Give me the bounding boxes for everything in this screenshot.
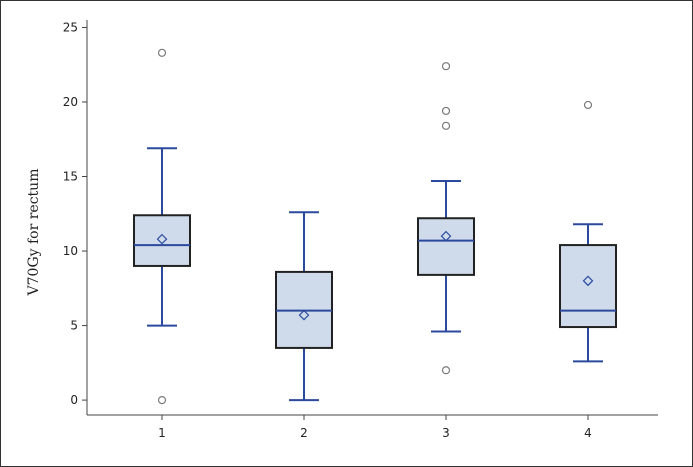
y-tick-label: 5	[70, 319, 78, 333]
x-tick-label: 4	[584, 426, 592, 440]
y-tick-label: 25	[63, 20, 78, 34]
outlier-point	[441, 121, 451, 130]
x-tick-label: 2	[300, 426, 308, 440]
outlier-point	[441, 106, 451, 116]
outlier-point	[157, 48, 167, 57]
y-tick-label: 0	[70, 393, 78, 407]
outlier-point	[441, 366, 451, 375]
outlier-point	[583, 100, 593, 110]
mean-marker	[582, 275, 594, 287]
box-group-1	[133, 48, 191, 405]
x-tick-label: 1	[158, 426, 166, 440]
box	[417, 217, 475, 276]
box-group-2	[275, 211, 333, 402]
axes: 0 5 10 15 20 25 1 2 3 4	[63, 20, 658, 440]
box	[133, 214, 191, 267]
x-tick-label: 3	[442, 426, 450, 440]
mean-marker	[156, 233, 168, 245]
y-tick-label: 20	[63, 95, 78, 109]
box-group-3	[417, 62, 475, 375]
outlier-point	[157, 395, 167, 405]
y-axis-title: V70Gy for rectum	[26, 169, 42, 297]
box-group-4	[559, 100, 617, 363]
chart-marks	[133, 48, 617, 405]
outlier-point	[441, 62, 451, 71]
mean-marker	[440, 230, 452, 242]
y-tick-label: 10	[63, 244, 78, 258]
mean-marker	[298, 309, 310, 321]
y-tick-label: 15	[63, 170, 78, 184]
